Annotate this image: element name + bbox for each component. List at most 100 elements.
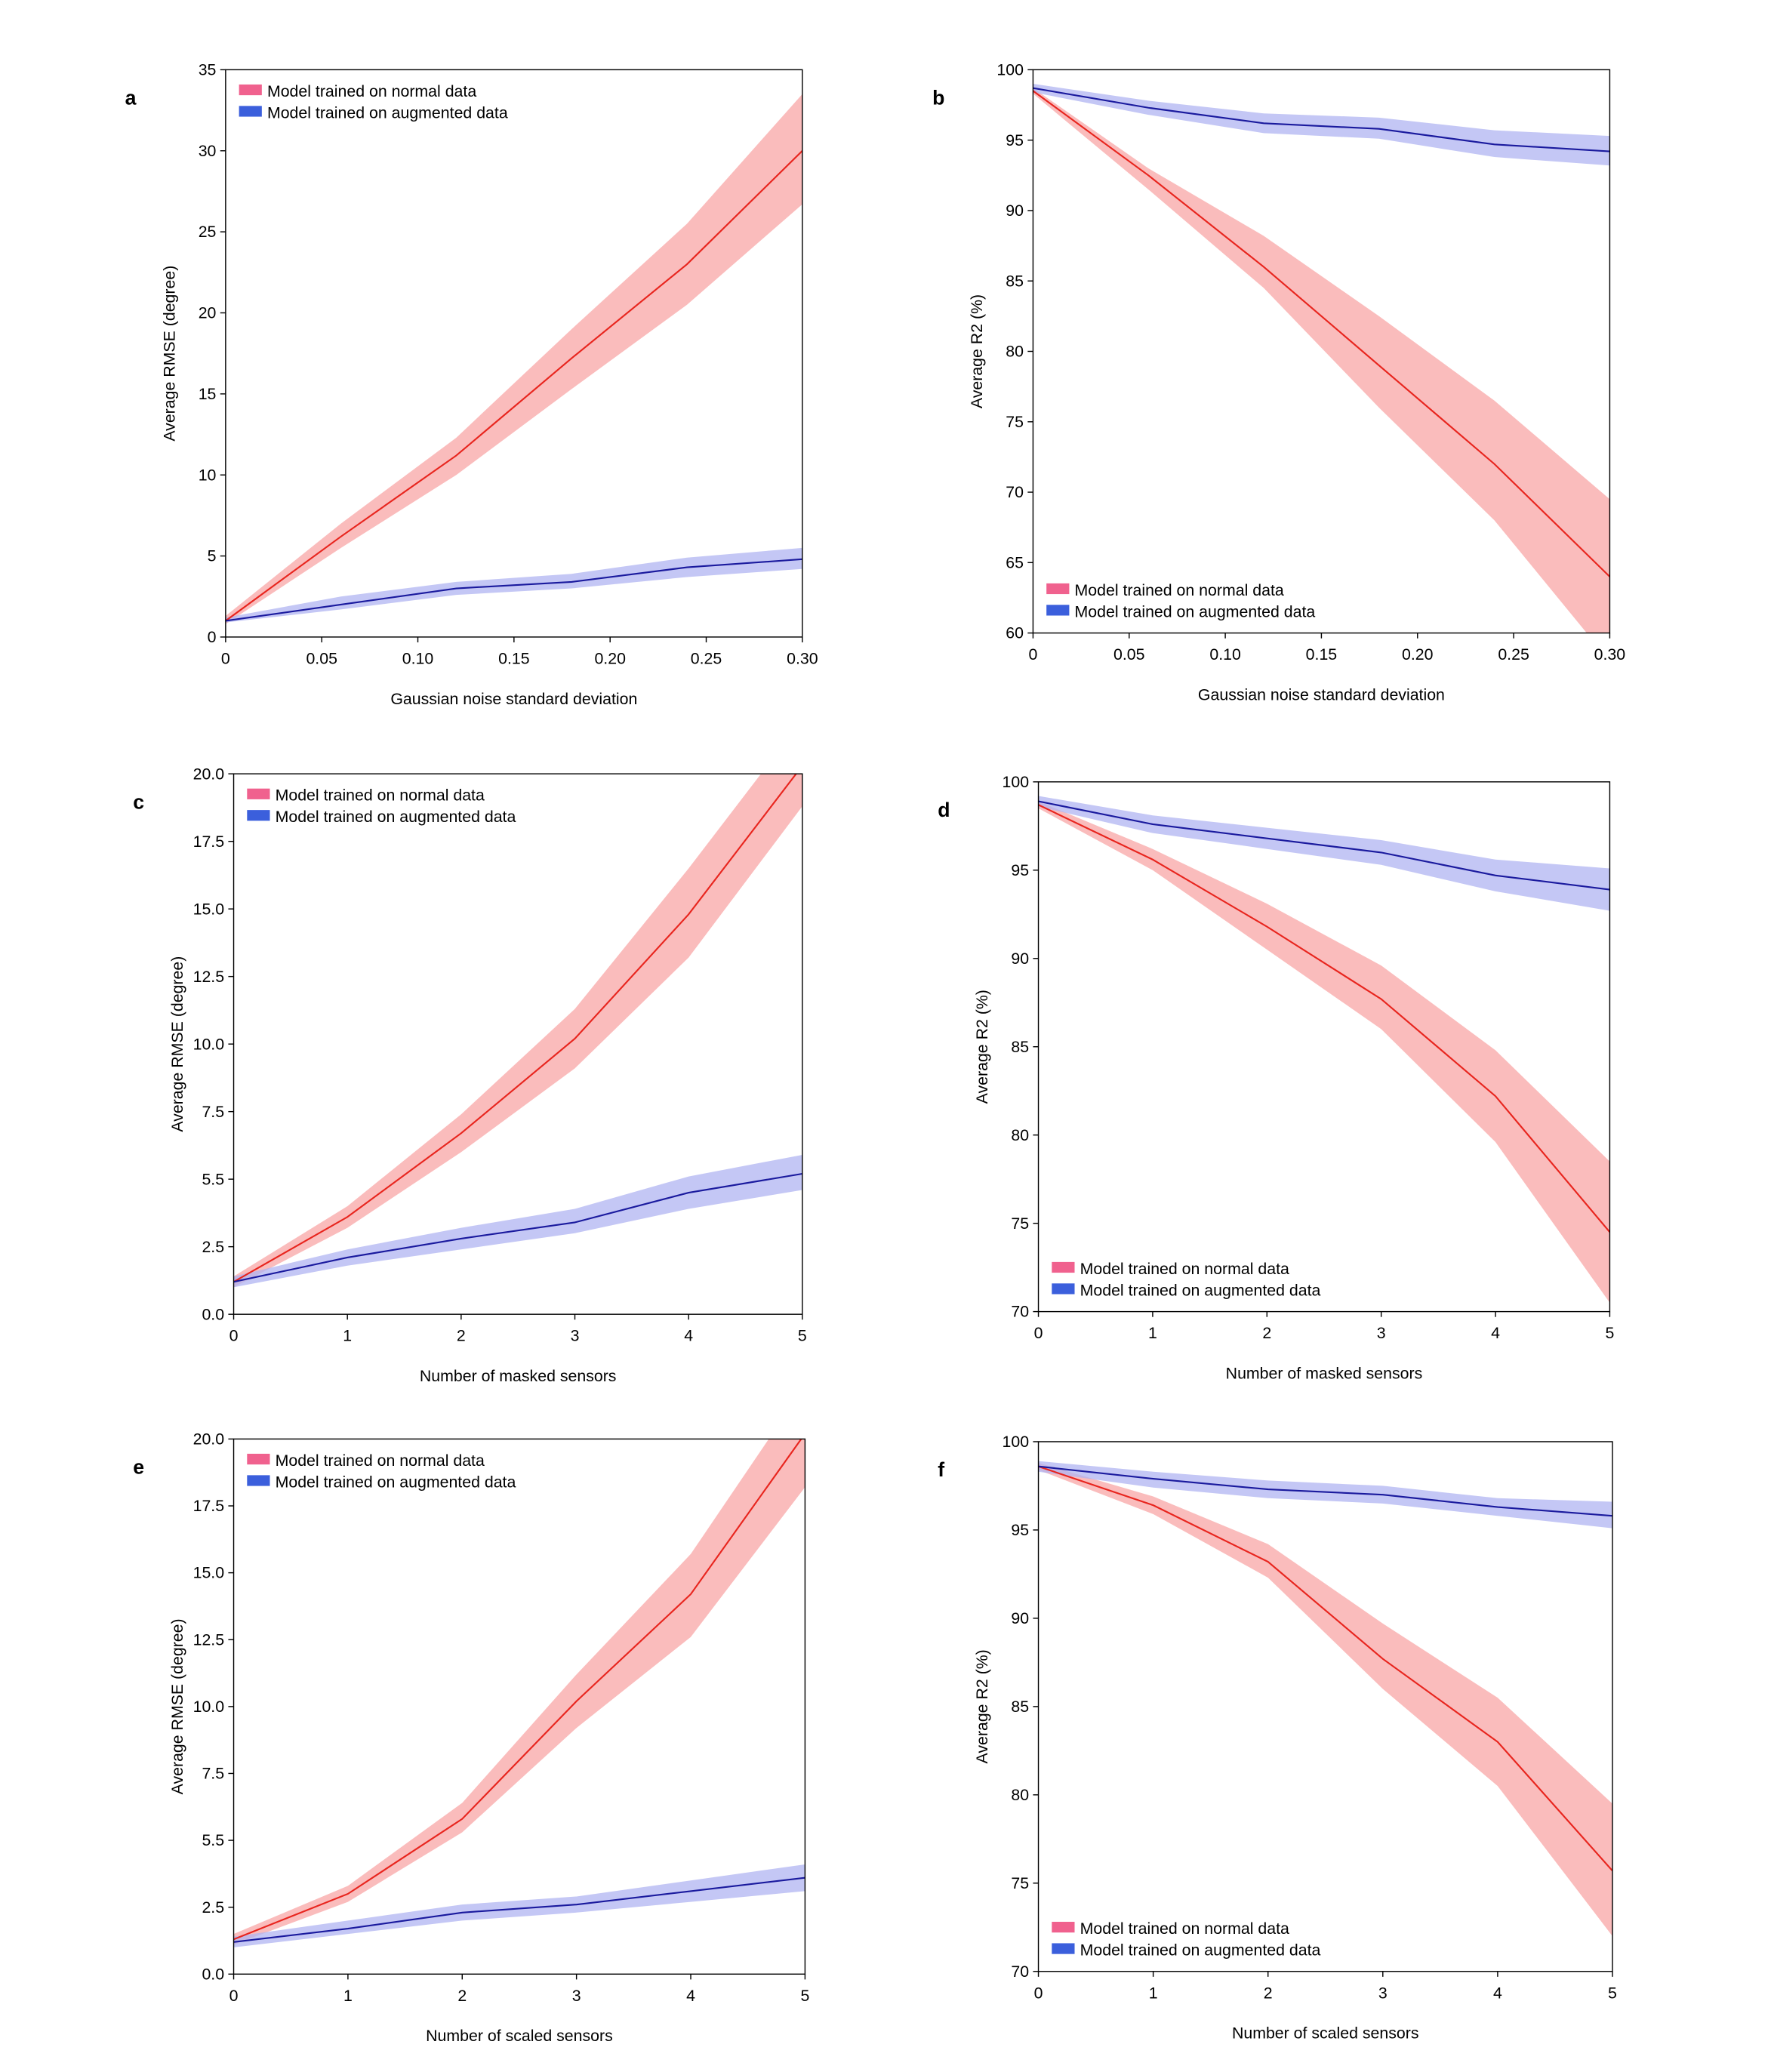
y-tick-label: 10.0 [193, 1698, 225, 1716]
panel: 0.0 2.5 5.5 7.5 10.0 12.5 15.0 17.5 20.0 0 1 2 3 4 5 Nu… [133, 765, 807, 1385]
x-tick-label: 0 [1029, 645, 1038, 663]
y-tick-label: 5.5 [202, 1170, 224, 1188]
confidence-band [225, 94, 802, 624]
panel: 0.0 2.5 5.5 7.5 10.0 12.5 15.0 17.5 20.0 0 1 2 3 4 5 Nu… [133, 1430, 809, 2046]
legend-label: Model trained on normal data [1080, 1920, 1289, 1938]
legend-swatch [1052, 1922, 1075, 1933]
confidence-band [233, 1154, 802, 1288]
x-tick-label: 0.30 [787, 649, 818, 667]
x-tick-label: 4 [1491, 1324, 1500, 1342]
x-tick-label: 5 [798, 1327, 807, 1345]
y-tick-label: 17.5 [193, 1497, 224, 1515]
x-tick-label: 4 [1493, 1984, 1502, 2002]
y-tick-label: 75 [1006, 413, 1024, 431]
x-tick-label: 3 [1377, 1324, 1386, 1342]
y-tick-label: 60 [1006, 624, 1024, 642]
y-axis-label: Average RMSE (degree) [168, 1618, 186, 1794]
series-line [233, 774, 797, 1283]
x-tick-label: 0 [229, 1327, 239, 1345]
x-tick-label: 0 [221, 649, 230, 667]
confidence-band [1033, 84, 1610, 166]
confidence-band [233, 1439, 805, 1945]
panel-label: f [938, 1458, 944, 1481]
panel-label: d [938, 799, 950, 821]
series-line [1038, 1465, 1612, 1872]
y-tick-label: 20 [199, 304, 217, 322]
panel: 70 75 80 85 90 95 100 0 1 2 3 4 5 Number of scaled se… [938, 1433, 1617, 2043]
legend-swatch [247, 1453, 270, 1465]
plot-area [233, 1439, 805, 1947]
x-tick-label: 5 [1605, 1324, 1614, 1342]
legend-swatch [239, 106, 262, 117]
x-axis-label: Gaussian noise standard deviation [390, 690, 637, 708]
series-line [1038, 1465, 1612, 1517]
legend-label: Model trained on augmented data [1080, 1941, 1321, 1959]
x-tick-label: 0.15 [1306, 645, 1337, 663]
y-tick-label: 15.0 [193, 900, 225, 918]
plot-area [1038, 1461, 1612, 1936]
x-tick-label: 0 [1034, 1324, 1043, 1342]
legend-label: Model trained on normal data [276, 1452, 485, 1470]
series-line [233, 1876, 805, 1943]
y-axis-label: Average RMSE (degree) [160, 266, 178, 442]
y-tick-label: 85 [1011, 1698, 1029, 1716]
x-tick-label: 5 [800, 1987, 809, 2005]
x-tick-label: 4 [686, 1987, 695, 2005]
y-tick-label: 90 [1006, 202, 1024, 220]
y-tick-label: 30 [199, 142, 217, 160]
legend-label: Model trained on augmented data [276, 808, 516, 826]
x-tick-label: 0.30 [1594, 645, 1626, 663]
legend-swatch [1052, 1261, 1075, 1273]
legend-label: Model trained on normal data [267, 82, 476, 100]
y-tick-label: 12.5 [193, 968, 224, 986]
y-tick-label: 5 [208, 547, 217, 565]
x-tick-label: 1 [343, 1987, 353, 2005]
x-tick-label: 2 [1264, 1984, 1273, 2002]
series-line [1033, 87, 1610, 152]
x-tick-label: 0.15 [498, 649, 529, 667]
x-tick-label: 0.05 [306, 649, 337, 667]
x-tick-label: 3 [1378, 1984, 1388, 2002]
x-tick-label: 0.25 [1498, 645, 1529, 663]
x-axis-label: Number of masked sensors [420, 1367, 617, 1385]
x-tick-label: 1 [1149, 1984, 1158, 2002]
legend-swatch [247, 788, 270, 799]
plot-frame [1037, 1441, 1613, 1972]
y-tick-label: 75 [1011, 1215, 1029, 1233]
x-tick-label: 5 [1608, 1984, 1617, 2002]
y-tick-label: 10.0 [193, 1035, 225, 1053]
legend-swatch [1052, 1943, 1075, 1954]
x-tick-label: 1 [1148, 1324, 1157, 1342]
panel-label: c [133, 790, 144, 813]
series-line [225, 558, 802, 622]
series-line [233, 1172, 802, 1283]
x-tick-label: 0.20 [594, 649, 626, 667]
panel-label: b [932, 87, 944, 109]
series-line [1038, 804, 1610, 1233]
x-tick-label: 0.25 [691, 649, 722, 667]
y-tick-label: 20.0 [193, 1430, 225, 1449]
confidence-band [1033, 88, 1610, 633]
y-tick-label: 80 [1011, 1786, 1029, 1804]
confidence-band [1038, 1463, 1612, 1936]
legend-swatch [1046, 605, 1070, 616]
y-axis-label: Average R2 (%) [968, 294, 986, 408]
y-tick-label: 65 [1006, 553, 1024, 571]
panel: 70 75 80 85 90 95 100 0 1 2 3 4 5 Number of masked se… [938, 773, 1614, 1383]
series-line [233, 1439, 802, 1941]
y-tick-label: 95 [1011, 1521, 1029, 1539]
y-tick-label: 20.0 [193, 765, 225, 783]
confidence-band [1038, 801, 1610, 1303]
x-tick-label: 1 [343, 1327, 352, 1345]
x-tick-label: 0 [1034, 1984, 1043, 2002]
x-axis-label: Gaussian noise standard deviation [1198, 685, 1445, 703]
plot-frame [1037, 781, 1611, 1313]
plot-area [225, 94, 802, 624]
legend-label: Model trained on normal data [1080, 1260, 1289, 1278]
x-tick-label: 3 [572, 1987, 581, 2005]
legend-swatch [247, 810, 270, 821]
y-tick-label: 2.5 [202, 1238, 224, 1256]
y-axis-label: Average RMSE (degree) [168, 956, 186, 1132]
x-axis-label: Number of scaled sensors [1232, 2024, 1419, 2043]
